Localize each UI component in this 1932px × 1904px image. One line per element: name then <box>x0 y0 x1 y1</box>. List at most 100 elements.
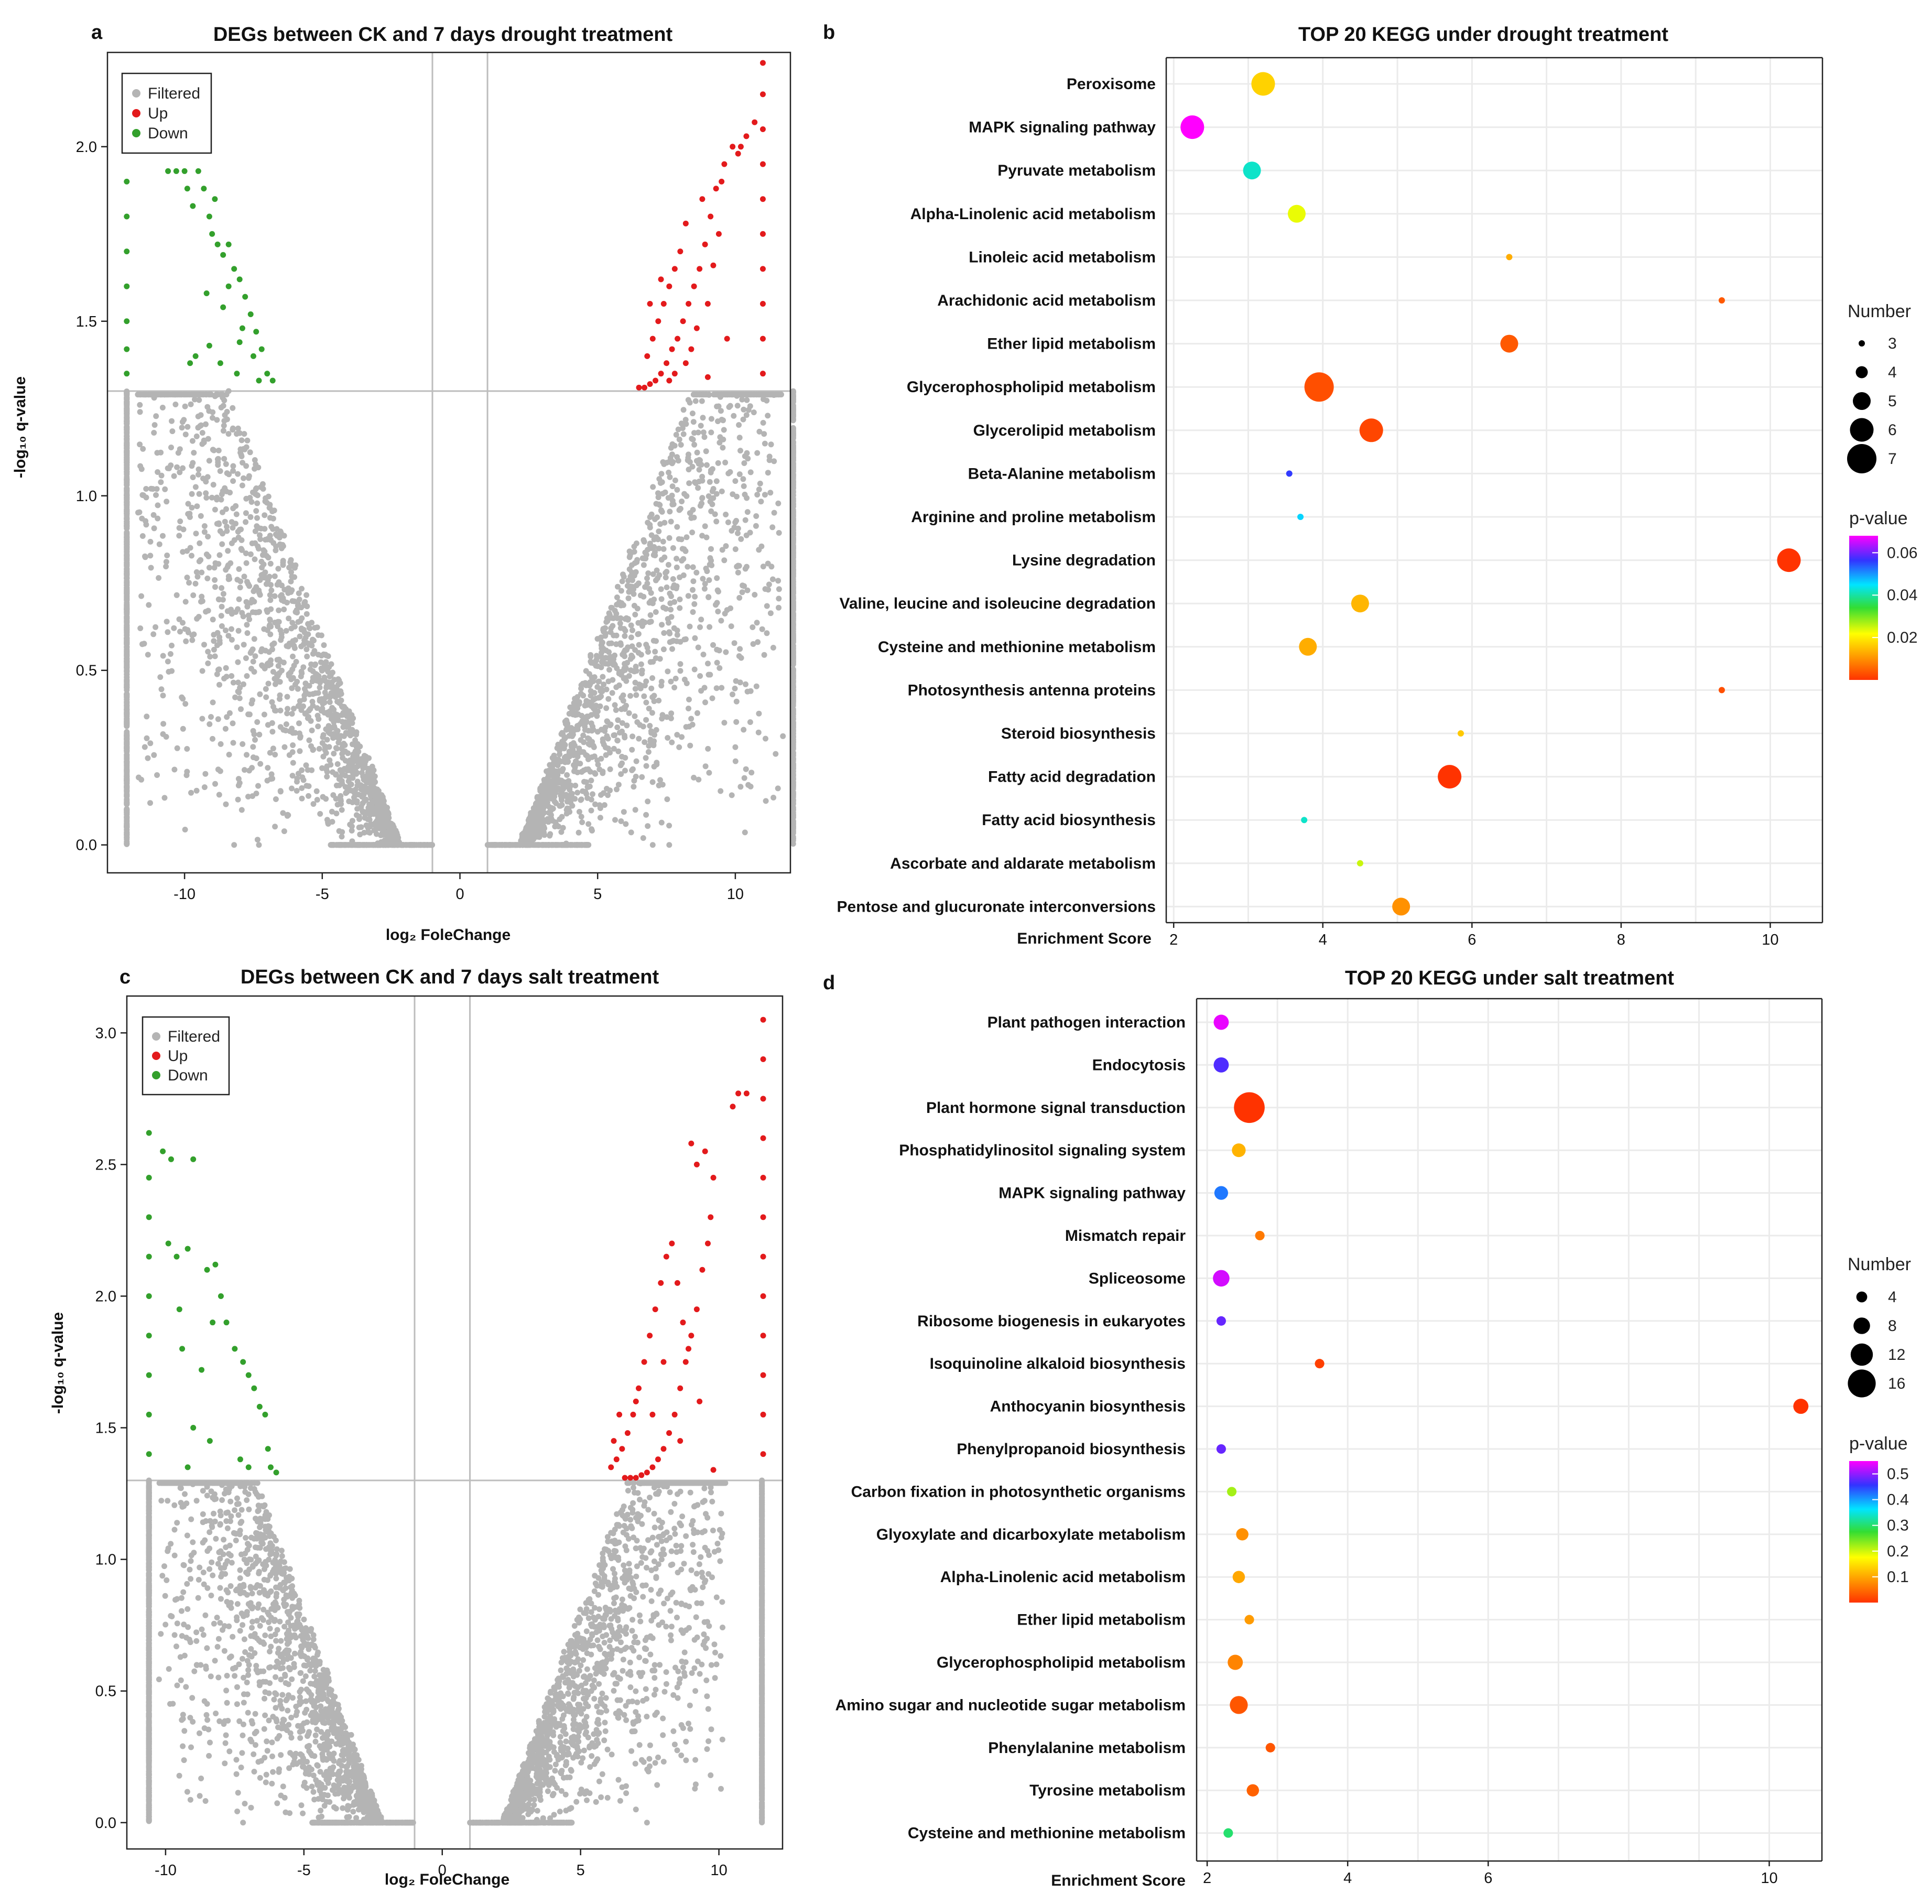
filtered-point <box>216 634 223 640</box>
filtered-point <box>194 392 200 398</box>
filtered-point <box>233 511 240 517</box>
filtered-point <box>315 723 321 730</box>
filtered-point <box>143 522 149 528</box>
filtered-point <box>273 543 279 549</box>
filtered-point <box>257 532 263 538</box>
filtered-point <box>220 591 226 597</box>
filtered-point <box>704 462 710 468</box>
filtered-point <box>741 483 747 489</box>
filtered-point <box>756 547 762 553</box>
filtered-point <box>219 541 225 547</box>
filtered-point <box>267 515 273 521</box>
filtered-point <box>218 613 224 619</box>
filtered-point <box>728 623 734 630</box>
filtered-point <box>234 644 240 651</box>
filtered-point <box>748 770 755 776</box>
filtered-point <box>747 529 753 536</box>
filtered-point <box>222 726 229 732</box>
filtered-point <box>713 685 720 691</box>
filtered-point <box>255 783 261 789</box>
filtered-point <box>276 607 282 613</box>
filtered-point <box>666 469 672 475</box>
filtered-point <box>353 731 360 738</box>
filtered-point <box>163 734 169 740</box>
filtered-point <box>309 699 316 705</box>
filtered-point <box>222 518 228 525</box>
filtered-point <box>736 435 743 441</box>
filtered-point <box>244 630 251 636</box>
filtered-point <box>741 460 747 466</box>
filtered-point <box>215 561 222 567</box>
filtered-point <box>743 412 750 418</box>
filtered-point <box>665 735 671 741</box>
filtered-point <box>669 501 676 507</box>
filtered-point <box>273 796 279 802</box>
filtered-point <box>320 794 326 800</box>
filtered-point <box>698 423 704 429</box>
filtered-point <box>730 691 735 698</box>
filtered-point <box>253 586 259 592</box>
filtered-point <box>193 787 200 794</box>
filtered-point <box>371 774 377 781</box>
filtered-point <box>198 599 204 605</box>
filtered-point <box>160 693 166 699</box>
filtered-point <box>790 426 796 432</box>
filtered-point <box>262 665 268 672</box>
filtered-point <box>323 652 329 658</box>
filtered-point <box>758 392 764 398</box>
filtered-point <box>192 580 199 587</box>
filtered-point <box>593 711 599 718</box>
filtered-point <box>735 530 741 536</box>
filtered-point <box>647 612 654 618</box>
filtered-point <box>702 763 709 770</box>
filtered-point <box>124 622 130 628</box>
filtered-point <box>324 737 330 743</box>
filtered-point <box>196 397 202 403</box>
filtered-point <box>790 763 796 769</box>
filtered-point <box>137 409 143 415</box>
filtered-point <box>790 746 796 752</box>
filtered-point <box>353 771 360 777</box>
filtered-point <box>124 566 130 571</box>
filtered-point <box>658 596 665 602</box>
filtered-point <box>357 743 363 750</box>
filtered-point <box>665 668 671 675</box>
filtered-point <box>790 481 796 488</box>
filtered-point <box>719 488 725 494</box>
filtered-point <box>220 403 226 409</box>
filtered-point <box>372 779 378 785</box>
filtered-point <box>182 599 189 605</box>
filtered-point <box>761 431 767 437</box>
filtered-point <box>357 842 363 848</box>
filtered-point <box>312 690 319 696</box>
filtered-point <box>631 784 637 790</box>
filtered-point <box>790 835 796 841</box>
filtered-point <box>699 473 705 480</box>
filtered-point <box>196 491 202 497</box>
filtered-point <box>679 558 685 564</box>
filtered-point <box>290 638 296 644</box>
filtered-point <box>633 664 639 669</box>
filtered-point <box>723 649 729 655</box>
filtered-point <box>235 628 242 634</box>
filtered-point <box>700 576 706 582</box>
filtered-point <box>741 406 747 413</box>
filtered-point <box>290 742 296 748</box>
filtered-point <box>744 564 750 570</box>
filtered-point <box>124 575 130 581</box>
filtered-point <box>306 625 312 631</box>
filtered-point <box>698 616 704 623</box>
filtered-point <box>323 659 329 665</box>
filtered-point <box>151 525 157 532</box>
filtered-point <box>306 737 312 743</box>
filtered-point <box>220 531 225 537</box>
filtered-point <box>626 710 632 716</box>
filtered-point <box>579 769 585 775</box>
filtered-point <box>171 766 178 773</box>
filtered-point <box>663 605 669 612</box>
filtered-point <box>587 681 593 687</box>
filtered-point <box>609 690 615 696</box>
filtered-point <box>552 755 558 762</box>
filtered-point <box>752 592 758 598</box>
filtered-point <box>668 715 674 721</box>
